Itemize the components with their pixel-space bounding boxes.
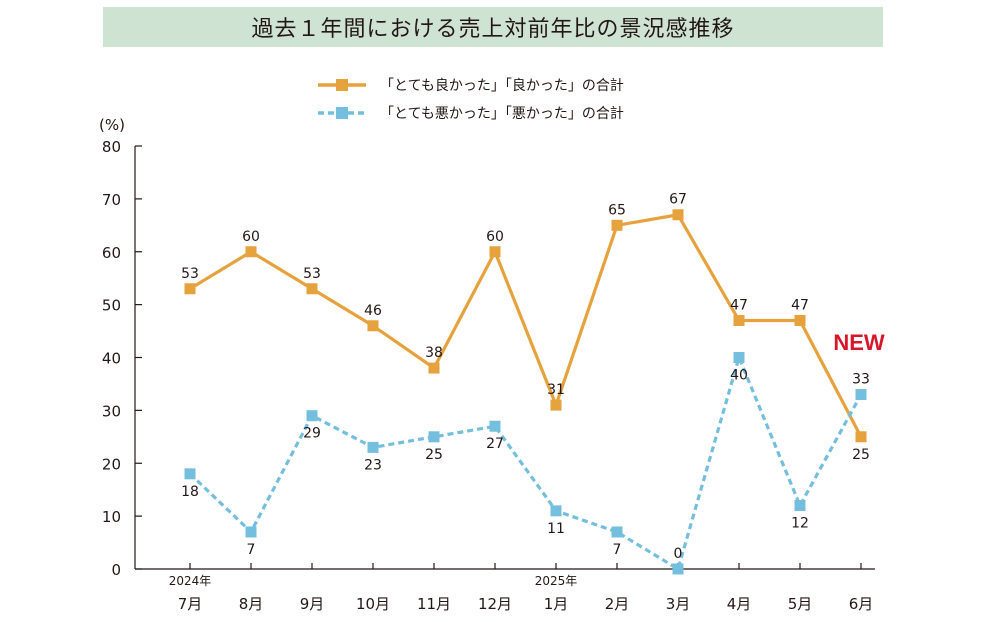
data-point <box>611 219 623 231</box>
y-tick-label: 10 <box>102 508 121 526</box>
data-point <box>306 283 318 295</box>
data-point <box>855 389 867 401</box>
y-tick-label: 0 <box>111 561 121 579</box>
x-tick-label: 11月 <box>417 595 451 613</box>
new-annotation: NEW <box>833 330 885 355</box>
y-tick-label: 80 <box>102 138 121 156</box>
data-label: 31 <box>547 382 565 398</box>
data-label: 25 <box>425 447 443 463</box>
data-point <box>245 526 257 538</box>
y-tick-label: 50 <box>102 297 121 315</box>
y-tick-label: 20 <box>102 455 121 473</box>
series-line-1 <box>189 213 863 438</box>
data-point <box>428 362 440 374</box>
data-label: 27 <box>486 436 504 452</box>
data-point <box>367 441 379 453</box>
legend-marker-1 <box>336 79 348 91</box>
data-point <box>184 283 196 295</box>
x-tick-label: 4月 <box>727 595 752 613</box>
data-point <box>794 500 806 512</box>
x-tick-label: 1月 <box>544 595 569 613</box>
data-label: 23 <box>364 457 382 473</box>
x-tick-label: 9月 <box>300 595 325 613</box>
data-label: 29 <box>303 426 321 442</box>
series-line-2 <box>188 355 863 571</box>
x-tick-label: 5月 <box>788 595 813 613</box>
data-point <box>672 563 684 575</box>
data-label: 12 <box>791 516 809 532</box>
chart-title-bar: 過去１年間における売上対前年比の景況感推移 <box>103 7 883 47</box>
data-point <box>672 209 684 221</box>
data-point <box>367 320 379 332</box>
data-point <box>550 399 562 411</box>
x-tick-label: 3月 <box>666 595 691 613</box>
y-tick-label: 70 <box>102 191 121 209</box>
data-point <box>550 505 562 517</box>
data-label: 60 <box>486 229 504 245</box>
data-point <box>184 468 196 480</box>
data-point <box>794 314 806 326</box>
x-tick-label: 2月 <box>605 595 630 613</box>
y-tick-label: 30 <box>102 402 121 420</box>
data-point <box>489 420 501 432</box>
data-label: 47 <box>730 297 748 313</box>
x-tick-label: 7月 <box>178 595 203 613</box>
legend-label-2: 「とても悪かった」「悪かった」の合計 <box>380 106 624 122</box>
data-label: 40 <box>730 368 748 384</box>
data-point <box>489 246 501 258</box>
data-point <box>733 352 745 363</box>
y-axis-unit: (%) <box>99 116 125 134</box>
x-tick-label: 6月 <box>849 595 874 613</box>
data-point <box>428 431 440 443</box>
legend: 「とても良かった」「良かった」の合計「とても悪かった」「悪かった」の合計 <box>318 78 624 122</box>
data-point <box>245 246 257 258</box>
data-label: 46 <box>364 303 382 319</box>
data-point <box>306 410 318 422</box>
data-label: 25 <box>852 447 870 463</box>
legend-label-1: 「とても良かった」「良かった」の合計 <box>380 78 624 94</box>
data-label: 60 <box>242 229 260 245</box>
y-tick-label: 60 <box>102 244 121 262</box>
data-label: 18 <box>181 484 199 500</box>
data-point <box>733 314 745 326</box>
x-year-label: 2025年 <box>535 574 578 588</box>
data-point <box>611 526 623 538</box>
chart-title: 過去１年間における売上対前年比の景況感推移 <box>251 17 735 42</box>
data-point <box>855 431 867 443</box>
data-labels: 53 60 53 46 38 60 31 65 67 47 47 25 18 7 29 23 25 27 11 7 0 4… <box>181 192 870 562</box>
data-label: 65 <box>608 202 626 218</box>
legend-marker-2 <box>336 107 348 119</box>
data-label: 47 <box>791 297 809 313</box>
x-year-label: 2024年 <box>169 574 212 588</box>
x-tick-label: 12月 <box>478 595 512 613</box>
data-label: 53 <box>181 266 199 282</box>
data-label: 11 <box>547 521 565 537</box>
data-label: 0 <box>674 546 683 562</box>
y-tick-label: 40 <box>102 350 121 368</box>
data-label: 7 <box>247 542 256 558</box>
data-label: 33 <box>852 372 870 388</box>
data-label: 7 <box>613 542 622 558</box>
data-label: 67 <box>669 192 687 208</box>
data-label: 38 <box>425 345 443 361</box>
data-label: 53 <box>303 266 321 282</box>
x-tick-label: 8月 <box>239 595 264 613</box>
x-tick-label: 10月 <box>356 595 390 613</box>
series-layer <box>184 209 867 575</box>
